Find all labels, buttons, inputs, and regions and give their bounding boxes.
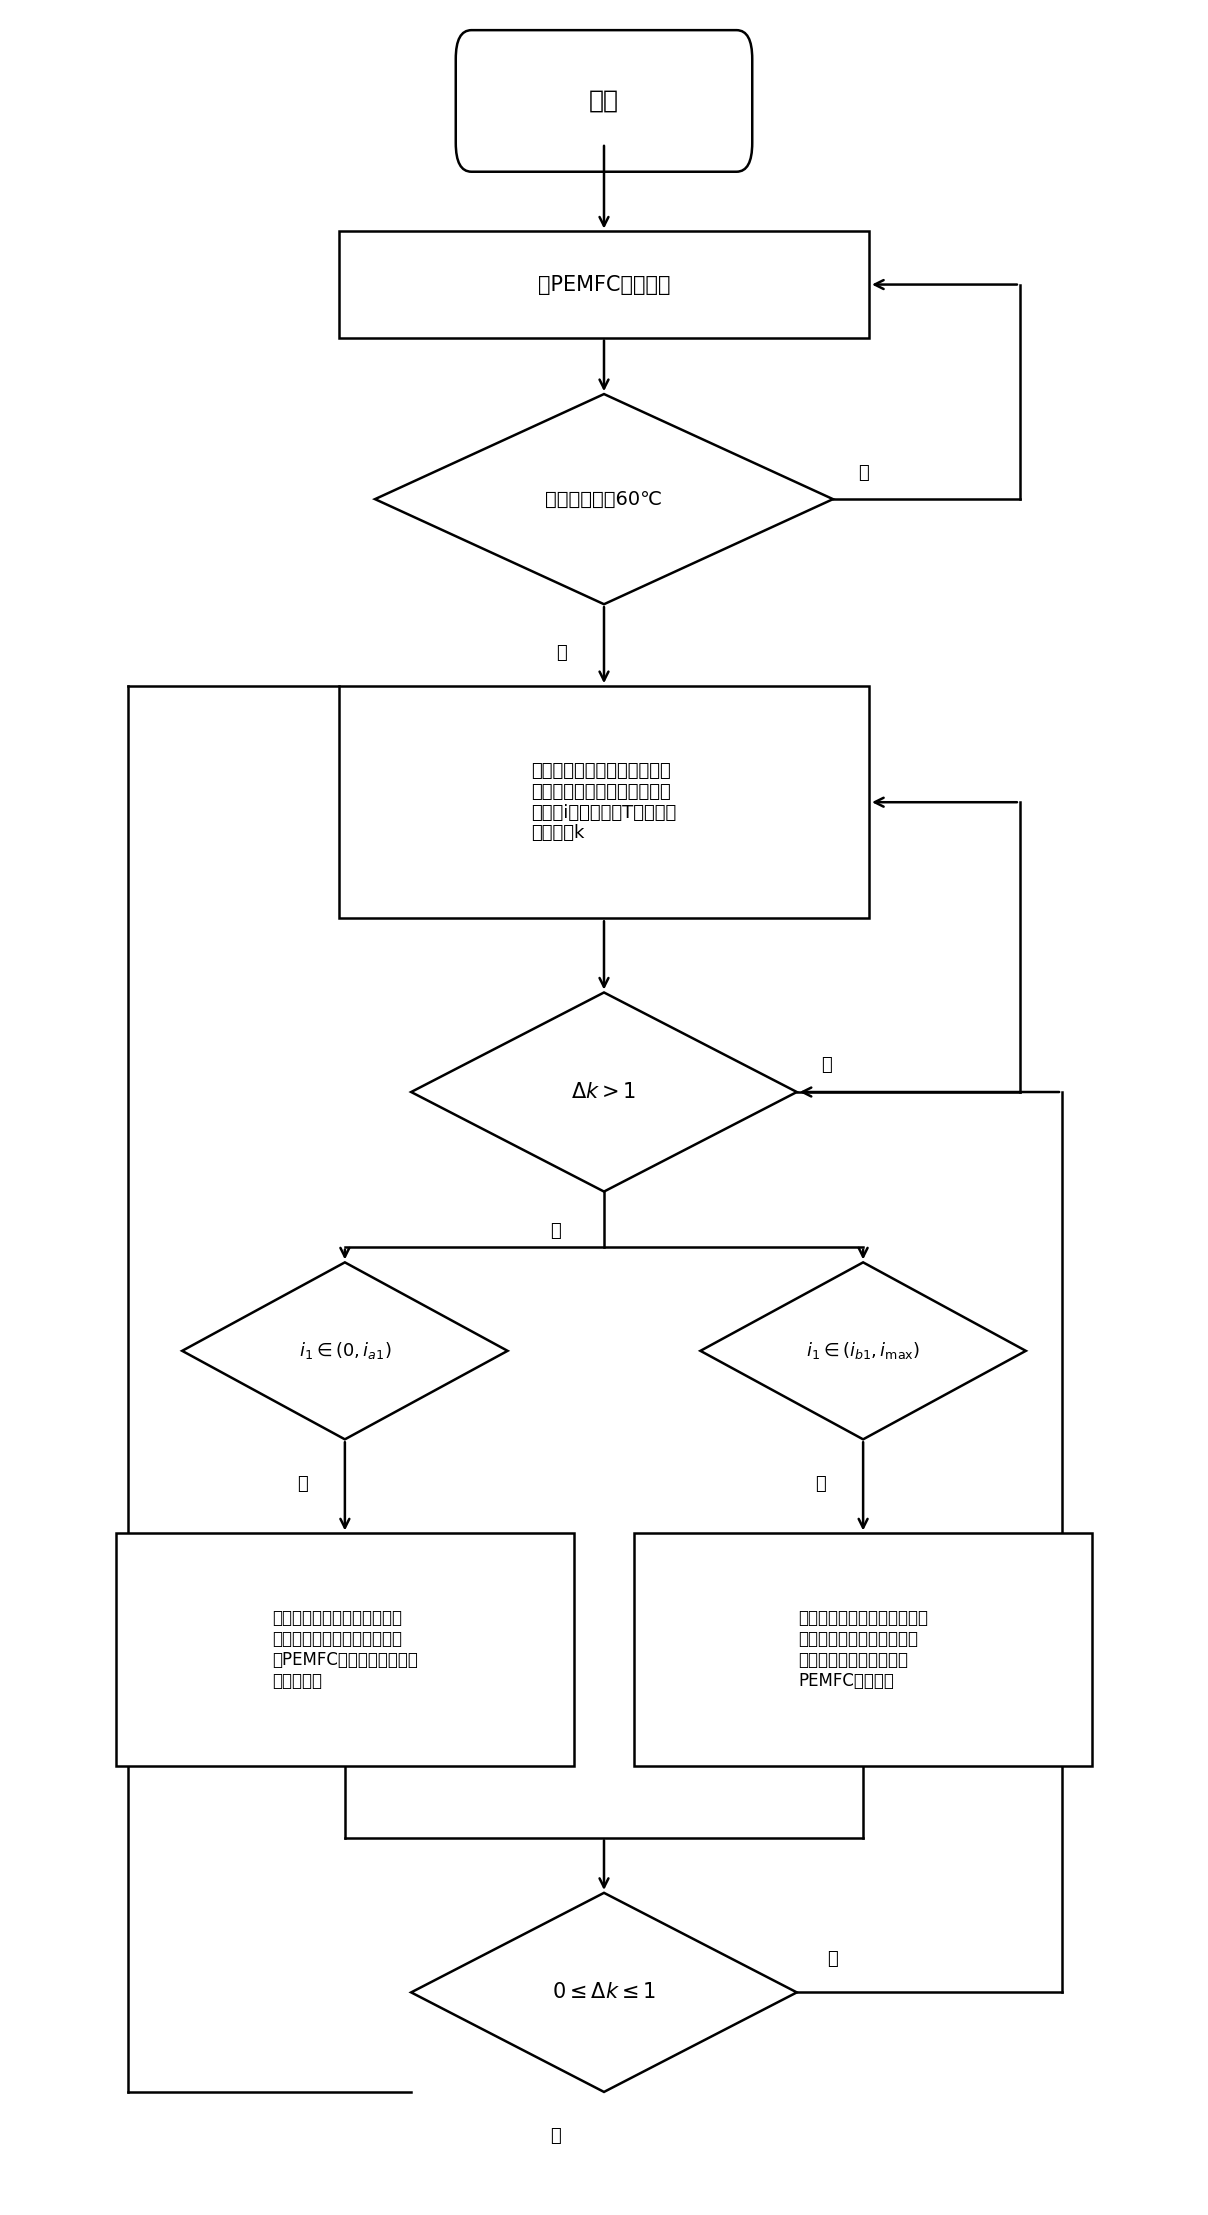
Text: 控制器产生控制信号给排气系
统和水循环系统，增加排气
量，降低电堆温度；减小
PEMFC电子负载: 控制器产生控制信号给排气系 统和水循环系统，增加排气 量，降低电堆温度；减小 P… [798,1610,928,1690]
Text: 否: 否 [858,463,869,481]
Text: $\Delta k>1$: $\Delta k>1$ [571,1081,637,1103]
Text: 是: 是 [551,2126,562,2144]
Text: 通入氢气和空气，接入电子负
载，打开阻抗测试仪。采集电
流密度i、电堆温度T等信息，
计算斜率k: 通入氢气和空气，接入电子负 载，打开阻抗测试仪。采集电 流密度i、电堆温度T等信… [532,762,676,842]
Text: 否: 否 [827,1949,838,1969]
Text: 给PEMFC电堆预热: 给PEMFC电堆预热 [538,275,670,295]
Polygon shape [411,992,797,1192]
Text: 是: 是 [557,645,568,662]
Bar [634,1533,1092,1765]
Text: 是: 是 [815,1475,826,1493]
Text: 是: 是 [551,1223,562,1240]
Text: $i_1\in(0,i_{a1})$: $i_1\in(0,i_{a1})$ [298,1340,391,1362]
Text: $i_1\in(i_{b1},i_{\mathrm{max}})$: $i_1\in(i_{b1},i_{\mathrm{max}})$ [806,1340,920,1362]
Polygon shape [374,394,834,605]
Text: 开始: 开始 [590,89,618,113]
Text: 电堆温度达到60℃: 电堆温度达到60℃ [546,490,662,509]
FancyBboxPatch shape [455,31,753,173]
Polygon shape [411,1894,797,2091]
Text: 控制器产生控制信号给水循环
系统，提高电堆温度；同时增
加PEMFC电堆进气压力，控
制气体比例: 控制器产生控制信号给水循环 系统，提高电堆温度；同时增 加PEMFC电堆进气压力… [272,1610,418,1690]
Text: 是: 是 [297,1475,308,1493]
Polygon shape [182,1263,507,1440]
Text: $0\leq\Delta k\leq1$: $0\leq\Delta k\leq1$ [552,1982,656,2002]
Polygon shape [701,1263,1026,1440]
Bar [339,687,869,919]
Bar [339,230,869,337]
Bar [116,1533,574,1765]
Text: 否: 否 [821,1057,832,1074]
